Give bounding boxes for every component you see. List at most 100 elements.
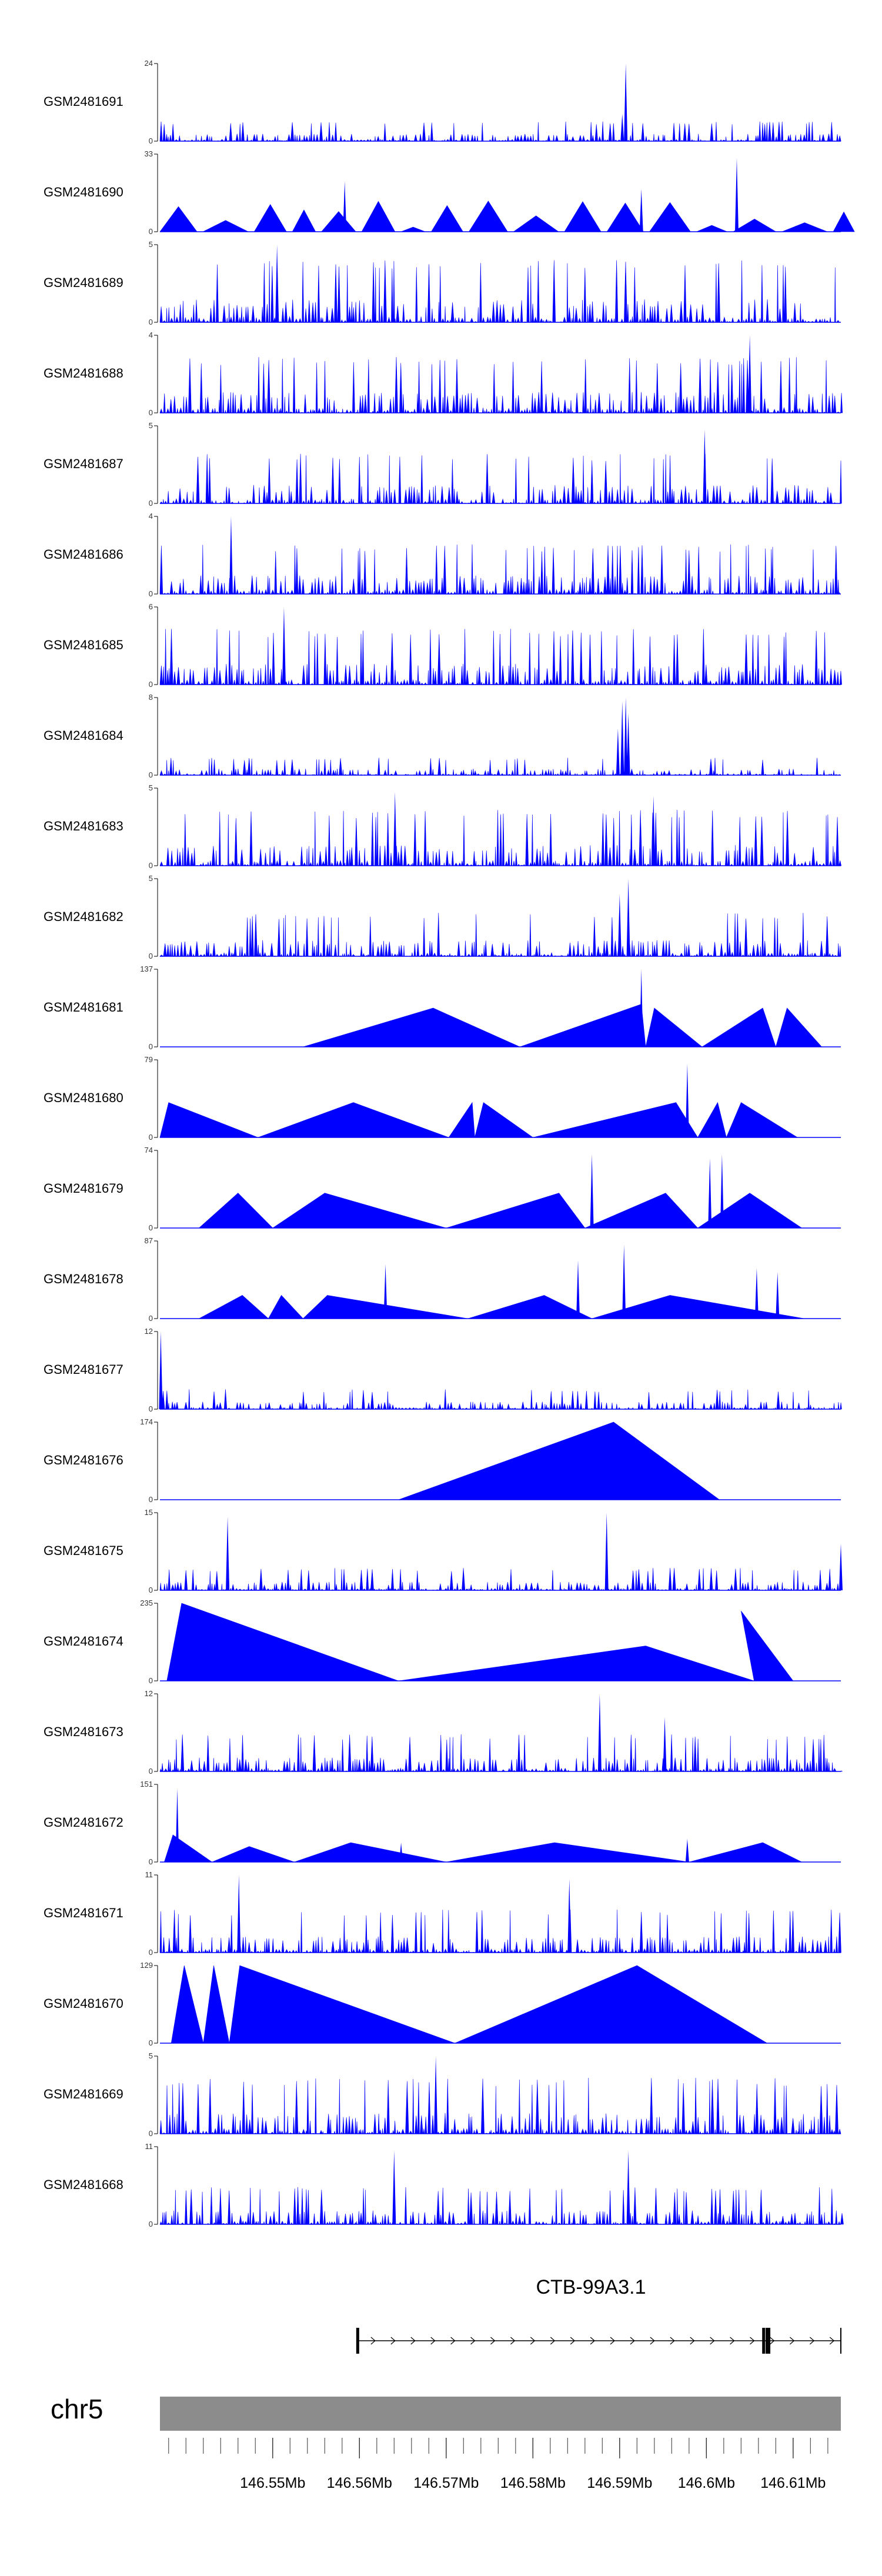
track-GSM2481670: GSM2481670 129 0 [44, 1961, 841, 2047]
track-GSM2481669: GSM2481669 5 0 [44, 2051, 841, 2138]
y-tick-label: 0 [149, 680, 153, 689]
x-tick-label: 146.56Mb [327, 2475, 392, 2491]
strand-arrow [610, 2337, 615, 2345]
strand-arrow [809, 2337, 815, 2345]
signal-peak [567, 1878, 572, 1953]
track-GSM2481674: GSM2481674 235 0 [44, 1599, 841, 1685]
y-tick-label: 24 [145, 59, 153, 68]
y-tick-label: 79 [145, 1055, 153, 1064]
signal-peak [626, 879, 630, 956]
y-tick-label: 0 [149, 1857, 153, 1866]
strand-arrow [710, 2337, 715, 2345]
signal-peak [734, 158, 739, 232]
track-GSM2481689: GSM2481689 5 0 [44, 240, 841, 326]
signal-peak [229, 516, 233, 594]
y-tick-label: 33 [145, 149, 153, 158]
signal-peak [624, 698, 628, 775]
strand-arrow [750, 2337, 755, 2345]
track-label: GSM2481670 [44, 1996, 123, 2011]
strand-arrow [550, 2337, 556, 2345]
strand-arrow [790, 2337, 795, 2345]
strand-arrow [370, 2337, 376, 2345]
signal-peak [639, 189, 643, 232]
track-label: GSM2481676 [44, 1453, 123, 1467]
signal-peak [663, 1717, 667, 1771]
track-GSM2481690: GSM2481690 33 0 [44, 149, 855, 236]
signal-peak [754, 1268, 759, 1319]
track-label: GSM2481671 [44, 1906, 123, 1920]
signal-peak [639, 969, 643, 1047]
signal-peak [617, 894, 622, 956]
y-tick-label: 0 [149, 1948, 153, 1957]
gene-track: CTB-99A3.1 [356, 2276, 841, 2354]
strand-arrow [670, 2337, 675, 2345]
track-GSM2481683: GSM2481683 5 0 [44, 783, 842, 870]
y-tick-label: 0 [149, 952, 153, 960]
track-GSM2481688: GSM2481688 4 0 [44, 331, 843, 417]
signal-peak [393, 792, 397, 866]
signal-area [160, 1193, 841, 1229]
strand-arrow [590, 2337, 596, 2345]
track-label: GSM2481679 [44, 1181, 123, 1196]
track-GSM2481681: GSM2481681 137 0 [44, 965, 841, 1051]
y-tick-label: 0 [149, 1767, 153, 1776]
track-label: GSM2481686 [44, 547, 123, 562]
track-GSM2481678: GSM2481678 87 0 [44, 1236, 841, 1323]
signal-area [159, 201, 855, 232]
signal-peak [622, 1244, 626, 1319]
signal-peak [343, 181, 347, 232]
signal-tracks: GSM2481691240GSM2481690330GSM248168950GS… [44, 59, 855, 2228]
chromosome-ideogram: chr5 [51, 2394, 841, 2431]
strand-arrow [410, 2337, 416, 2345]
signal-area [159, 121, 841, 142]
y-tick-label: 0 [149, 227, 153, 236]
track-label: GSM2481677 [44, 1362, 123, 1377]
signal-peak [703, 429, 707, 503]
track-label: GSM2481685 [44, 638, 123, 652]
x-tick-label: 146.6Mb [678, 2475, 735, 2491]
signal-peak [748, 335, 752, 413]
y-tick-label: 5 [149, 240, 153, 249]
y-tick-label: 0 [149, 1404, 153, 1413]
strand-arrow [490, 2337, 496, 2345]
y-tick-label: 0 [149, 1314, 153, 1323]
track-label: GSM2481672 [44, 1815, 123, 1830]
y-tick-label: 0 [149, 861, 153, 870]
signal-area [159, 453, 842, 505]
track-GSM2481671: GSM2481671 11 0 [44, 1870, 841, 1957]
signal-peak [776, 1272, 780, 1319]
track-label: GSM2481678 [44, 1272, 123, 1286]
signal-area [159, 357, 843, 414]
signal-area [159, 1389, 842, 1410]
y-tick-label: 129 [140, 1961, 153, 1970]
signal-peak [576, 1260, 580, 1319]
y-tick-label: 8 [149, 693, 153, 702]
signal-peak [399, 1843, 403, 1862]
track-label: GSM2481689 [44, 275, 123, 290]
signal-area [160, 1422, 841, 1500]
signal-area [159, 2187, 844, 2225]
y-tick-label: 12 [145, 1689, 153, 1698]
track-GSM2481679: GSM2481679 74 0 [44, 1146, 841, 1232]
y-tick-label: 4 [149, 512, 153, 520]
signal-peak [226, 1516, 230, 1590]
gene-name-label: CTB-99A3.1 [536, 2276, 646, 2298]
y-tick-label: 87 [145, 1236, 153, 1245]
y-tick-label: 5 [149, 2051, 153, 2060]
y-tick-label: 11 [145, 2142, 153, 2151]
signal-area [159, 758, 841, 776]
signal-area [159, 1910, 841, 1954]
track-GSM2481673: GSM2481673 12 0 [44, 1689, 843, 1776]
y-tick-label: 4 [149, 331, 153, 339]
strand-arrow [530, 2337, 536, 2345]
y-tick-label: 0 [149, 1133, 153, 1142]
y-tick-label: 5 [149, 874, 153, 883]
signal-area [159, 260, 841, 323]
track-label: GSM2481669 [44, 2087, 123, 2101]
signal-area [159, 2077, 841, 2134]
strand-arrow [390, 2337, 396, 2345]
y-tick-label: 5 [149, 783, 153, 792]
y-tick-label: 0 [149, 1676, 153, 1685]
track-label: GSM2481674 [44, 1634, 123, 1649]
